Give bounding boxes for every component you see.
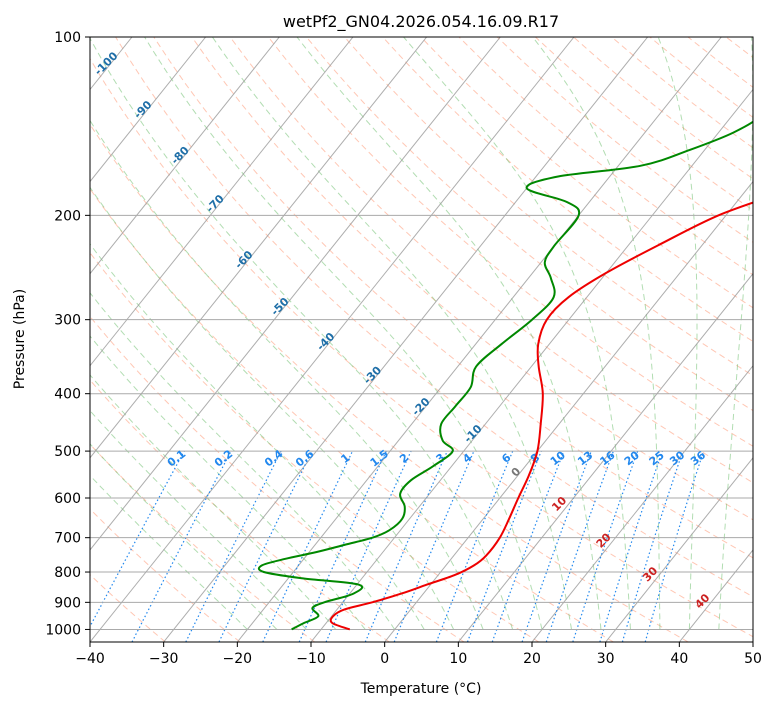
y-tick-label: 700 xyxy=(54,531,81,547)
mixing-ratio-line xyxy=(466,450,542,642)
mixing-ratio-line xyxy=(644,450,705,642)
y-tick-label: 100 xyxy=(54,30,81,46)
x-tick-label: 0 xyxy=(380,651,389,667)
dry-adiabat xyxy=(191,37,753,521)
background-lines xyxy=(90,37,753,642)
x-tick-label: −20 xyxy=(223,651,253,667)
y-tick-label: 300 xyxy=(54,313,81,329)
sounding-series xyxy=(257,120,753,631)
mixing-ratio-line xyxy=(364,450,448,642)
x-tick-label: 30 xyxy=(597,651,615,667)
temperature-profile-line xyxy=(329,201,753,631)
isotherm-line xyxy=(531,364,753,642)
x-tick-label: 20 xyxy=(523,651,541,667)
x-tick-label: 50 xyxy=(744,651,762,667)
dry-adiabat xyxy=(90,573,166,642)
dry-adiabat xyxy=(344,37,753,377)
x-axis-label: Temperature (°C) xyxy=(360,681,482,697)
axis-ticks: −40 −30 −20 −10 0 10 20 30 40 50 1000 900 800 700 600 5… xyxy=(45,30,762,667)
x-tick-label: 40 xyxy=(670,651,688,667)
moist-adiabat xyxy=(90,243,425,630)
moist-adiabat xyxy=(144,37,543,630)
isotherm-line xyxy=(605,457,753,642)
mixing-ratio-line xyxy=(521,450,592,642)
isotherm-line xyxy=(457,272,753,642)
mixing-ratio-line xyxy=(90,450,185,628)
y-tick-label: 900 xyxy=(54,595,81,611)
isotherm-line xyxy=(90,37,280,275)
chart-title: wetPf2_GN04.2026.054.16.09.R17 xyxy=(283,12,559,32)
isotherm-line xyxy=(310,88,753,642)
dry-adiabat xyxy=(90,188,614,642)
moist-adiabat xyxy=(90,374,337,630)
x-tick-label: −40 xyxy=(75,651,105,667)
moist-adiabat xyxy=(718,37,753,630)
moist-adiabat xyxy=(532,37,661,630)
mixing-ratio-line xyxy=(491,450,565,642)
mixing-ratio-line xyxy=(572,450,639,642)
x-tick-label: −10 xyxy=(296,651,326,667)
moist-adiabat xyxy=(90,37,514,630)
isotherm-line xyxy=(384,180,753,642)
moist-adiabat xyxy=(90,335,366,630)
moist-adiabat xyxy=(90,292,396,630)
pressure-grid xyxy=(90,37,753,630)
isotherm-line xyxy=(90,37,428,459)
y-tick-label: 1000 xyxy=(45,622,81,638)
isotherm-line xyxy=(163,37,649,642)
mixing-ratio-line xyxy=(599,450,663,642)
dry-adiabat xyxy=(229,37,753,484)
y-tick-label: 600 xyxy=(54,491,81,507)
plot-frame xyxy=(89,36,754,643)
isotherm-line xyxy=(90,37,354,367)
moist-adiabat xyxy=(90,119,484,630)
x-tick-label: 10 xyxy=(449,651,467,667)
moist-adiabat xyxy=(296,37,602,630)
moist-adiabat xyxy=(657,37,698,630)
isotherm-line xyxy=(236,37,722,642)
y-tick-label: 800 xyxy=(54,565,81,581)
isotherm-line xyxy=(90,37,501,551)
mixing-ratio-line xyxy=(545,450,614,642)
y-axis-label: Pressure (hPa) xyxy=(12,289,28,389)
mixing-ratio-line xyxy=(621,450,684,642)
moist-adiabat xyxy=(403,37,631,630)
isotherm-line xyxy=(90,37,575,642)
dry-adiabat xyxy=(90,315,465,642)
mixing-ratio-line xyxy=(325,450,412,642)
x-tick-label: −30 xyxy=(149,651,179,667)
y-tick-label: 200 xyxy=(54,208,81,224)
dry-adiabat xyxy=(90,252,540,642)
dry-adiabat xyxy=(306,37,753,412)
dewpoint-profile-line xyxy=(257,120,753,631)
y-tick-label: 500 xyxy=(54,444,81,460)
mixing-ratio-line xyxy=(393,450,475,642)
mixing-ratio-line xyxy=(185,450,282,642)
y-tick-label: 400 xyxy=(54,387,81,403)
dry-adiabat xyxy=(90,123,689,642)
isotherm-line xyxy=(90,37,207,183)
mixing-ratio-line xyxy=(435,450,514,642)
dry-adiabat xyxy=(267,37,753,447)
